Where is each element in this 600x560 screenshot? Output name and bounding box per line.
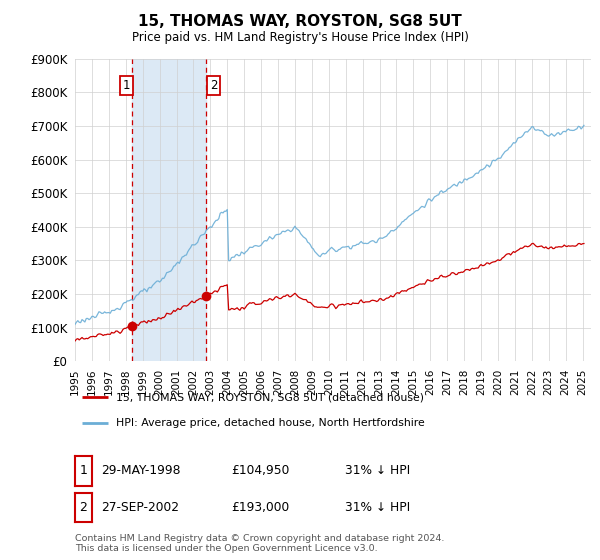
Text: 2: 2 <box>79 501 88 514</box>
Text: Contains HM Land Registry data © Crown copyright and database right 2024.
This d: Contains HM Land Registry data © Crown c… <box>75 534 445 553</box>
Text: £193,000: £193,000 <box>231 501 289 514</box>
Text: 1: 1 <box>79 464 88 478</box>
Text: £104,950: £104,950 <box>231 464 289 478</box>
Text: 15, THOMAS WAY, ROYSTON, SG8 5UT (detached house): 15, THOMAS WAY, ROYSTON, SG8 5UT (detach… <box>116 392 424 402</box>
Text: 31% ↓ HPI: 31% ↓ HPI <box>345 464 410 478</box>
Text: 27-SEP-2002: 27-SEP-2002 <box>101 501 179 514</box>
Text: 29-MAY-1998: 29-MAY-1998 <box>101 464 180 478</box>
Text: Price paid vs. HM Land Registry's House Price Index (HPI): Price paid vs. HM Land Registry's House … <box>131 31 469 44</box>
Text: 31% ↓ HPI: 31% ↓ HPI <box>345 501 410 514</box>
Text: HPI: Average price, detached house, North Hertfordshire: HPI: Average price, detached house, Nort… <box>116 418 425 428</box>
Text: 1: 1 <box>122 79 130 92</box>
Bar <box>132 59 206 361</box>
Text: 2: 2 <box>210 79 217 92</box>
Text: 15, THOMAS WAY, ROYSTON, SG8 5UT: 15, THOMAS WAY, ROYSTON, SG8 5UT <box>138 14 462 29</box>
